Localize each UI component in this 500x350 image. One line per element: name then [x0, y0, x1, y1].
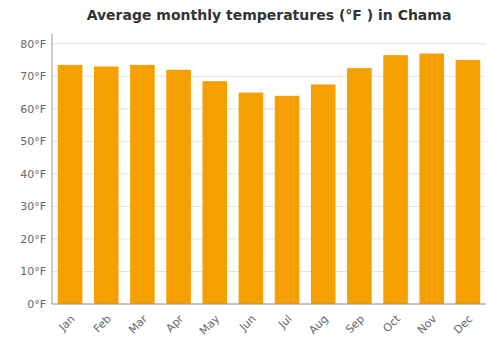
bar [275, 96, 300, 304]
bar [239, 93, 264, 304]
bar [130, 65, 155, 304]
y-tick-label: 30°F [20, 200, 46, 213]
y-tick-label: 40°F [20, 168, 46, 181]
y-tick-label: 20°F [20, 233, 46, 246]
y-tick-label: 60°F [20, 103, 46, 116]
grid-line [52, 43, 486, 44]
bar [58, 65, 83, 304]
grid [52, 44, 486, 304]
y-axis-line [52, 34, 53, 304]
y-tick-label: 0°F [27, 298, 46, 311]
x-tick-label: Mar [126, 312, 150, 336]
bar [383, 55, 408, 304]
chart-container: Average monthly temperatures (°F ) in Ch… [0, 0, 500, 350]
bar [166, 70, 191, 304]
x-tick-label: Apr [163, 312, 186, 335]
bar [94, 67, 119, 304]
y-tick-label: 70°F [20, 70, 46, 83]
x-tick-label: Jul [275, 312, 294, 331]
bar [456, 60, 481, 304]
x-tick-label: Aug [306, 312, 330, 336]
x-axis-line [52, 304, 486, 305]
y-tick-label: 10°F [20, 265, 46, 278]
bar [347, 68, 372, 304]
x-tick-label: Nov [415, 312, 440, 337]
x-tick-label: Feb [91, 312, 114, 335]
x-tick-label: Oct [380, 312, 403, 335]
bars [58, 54, 480, 304]
grid-line [52, 304, 486, 305]
x-tick-label: May [197, 312, 223, 338]
y-tick-label: 50°F [20, 135, 46, 148]
bar [419, 54, 444, 304]
x-tick-label: Sep [343, 312, 367, 336]
chart-title: Average monthly temperatures (°F ) in Ch… [87, 7, 452, 23]
x-tick-label: Dec [451, 312, 475, 336]
x-tick-label: Jan [56, 312, 78, 334]
x-tick-label: Jun [236, 312, 258, 334]
bar [202, 81, 227, 304]
bar [311, 84, 336, 304]
chart-svg: Average monthly temperatures (°F ) in Ch… [0, 0, 500, 350]
y-tick-label: 80°F [20, 38, 46, 51]
